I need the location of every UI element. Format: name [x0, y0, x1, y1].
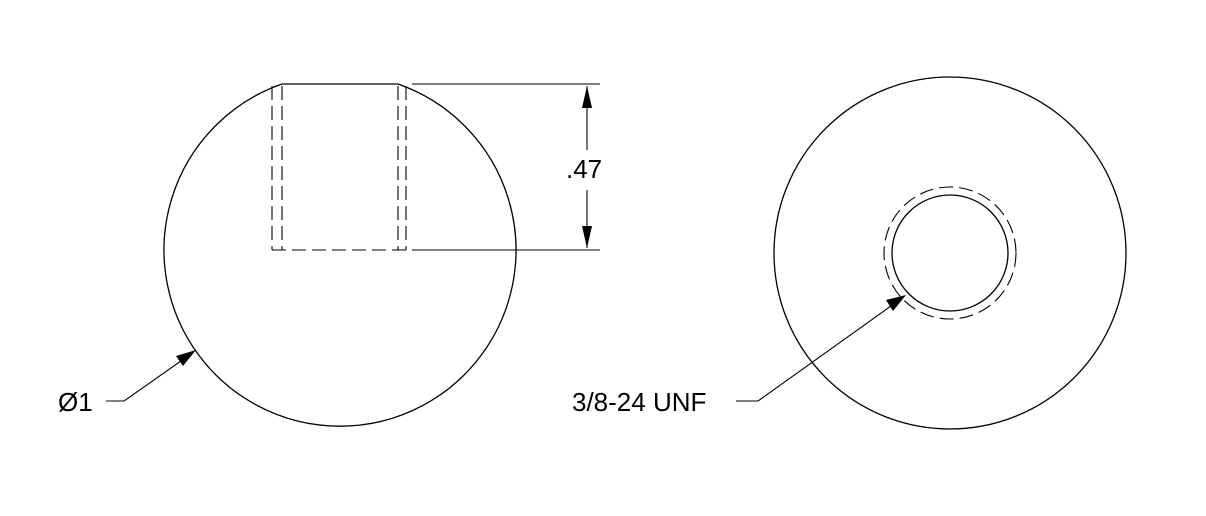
right-view: 3/8-24 UNF	[572, 76, 1127, 430]
diameter-leader-arrow	[176, 350, 196, 366]
sphere-outline-left	[163, 83, 517, 427]
thread-leader-line	[757, 300, 899, 402]
dimension-arrow-down	[582, 226, 592, 248]
thread-major-diameter	[883, 186, 1017, 320]
depth-dimension-label: .47	[566, 154, 602, 184]
diameter-callout-label: Ø1	[58, 387, 93, 417]
tap-drill-circle	[891, 194, 1009, 312]
thread-leader-arrow	[886, 295, 906, 311]
diameter-leader-line	[123, 355, 189, 402]
sphere-outline-right	[773, 76, 1127, 430]
left-view: .47 Ø1	[58, 83, 602, 427]
hidden-bore	[271, 86, 407, 251]
dimension-arrow-up	[582, 86, 592, 108]
thread-callout-label: 3/8-24 UNF	[572, 387, 706, 417]
